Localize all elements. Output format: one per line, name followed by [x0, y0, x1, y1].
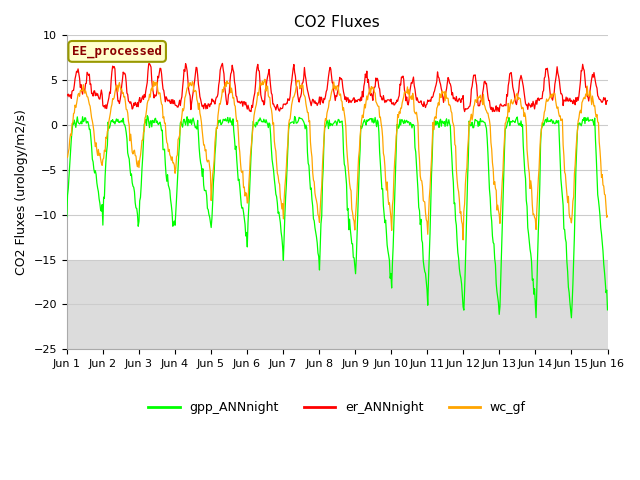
Text: EE_processed: EE_processed — [72, 45, 162, 58]
Y-axis label: CO2 Fluxes (urology/m2/s): CO2 Fluxes (urology/m2/s) — [15, 109, 28, 275]
Title: CO2 Fluxes: CO2 Fluxes — [294, 15, 380, 30]
Bar — [67, 260, 607, 349]
Legend: gpp_ANNnight, er_ANNnight, wc_gf: gpp_ANNnight, er_ANNnight, wc_gf — [143, 396, 531, 420]
